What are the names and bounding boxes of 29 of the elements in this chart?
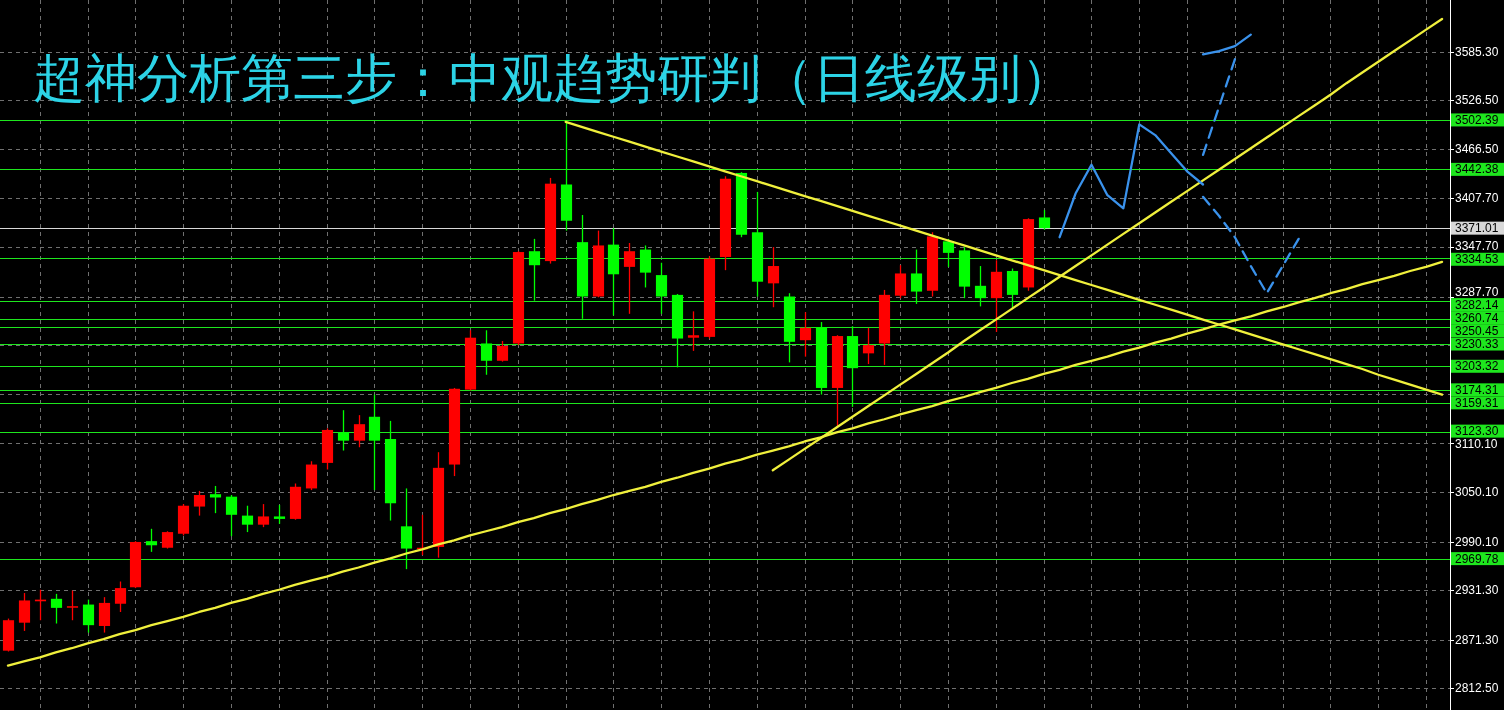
y-tick-label: 2871.30 [1455, 632, 1499, 647]
ref-line-label: 3250.45 [1455, 323, 1499, 338]
ref-line-label: 3334.53 [1455, 252, 1499, 267]
ref-line-label: 3282.14 [1455, 297, 1499, 312]
y-tick-label: 3526.50 [1455, 93, 1499, 108]
ref-line-label: 3371.01 [1455, 221, 1499, 236]
y-tick-label: 3287.70 [1455, 284, 1499, 299]
text: 超神分析第三步：中观趋势研判（日线级别） [33, 50, 1073, 107]
ref-line-label: 3230.33 [1455, 337, 1499, 352]
ref-line-label: 3203.32 [1455, 359, 1499, 374]
ref-line-label: 3174.31 [1455, 382, 1499, 397]
ref-line-label: 3260.74 [1455, 310, 1499, 325]
y-tick-label: 3585.30 [1455, 44, 1499, 59]
y-tick-label: 2812.50 [1455, 681, 1499, 696]
line-series [1201, 33, 1252, 56]
y-tick-label: 3050.10 [1455, 485, 1499, 500]
y-tick-label: 2931.30 [1455, 583, 1499, 598]
y-tick-label: 3466.50 [1455, 142, 1499, 157]
ref-line-label: 3442.38 [1455, 162, 1499, 177]
y-tick-label: 3110.10 [1455, 437, 1498, 452]
ref-line-label: 3502.39 [1455, 112, 1499, 127]
ref-line-label: 3159.31 [1455, 395, 1499, 410]
line-series [1201, 195, 1300, 295]
y-tick-label: 3407.70 [1455, 190, 1499, 205]
ref-line-label: 2969.78 [1455, 551, 1499, 566]
y-tick-label: 3347.70 [1455, 239, 1499, 254]
ref-line-label: 3123.30 [1455, 424, 1499, 439]
y-tick-label: 2990.10 [1455, 534, 1499, 549]
line-series [1058, 123, 1205, 239]
